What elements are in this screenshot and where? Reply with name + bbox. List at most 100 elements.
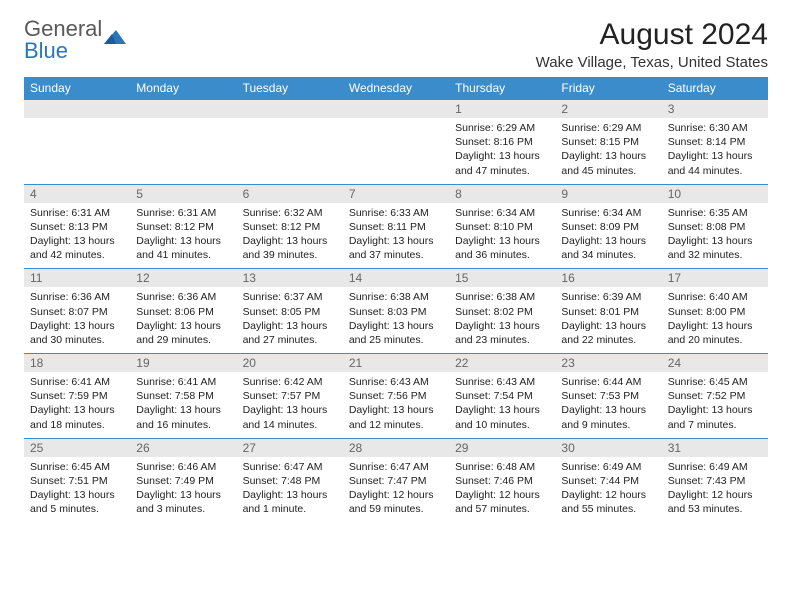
calendar-day-cell [237,100,343,185]
calendar-table: SundayMondayTuesdayWednesdayThursdayFrid… [24,77,768,522]
calendar-week-row: 25Sunrise: 6:45 AMSunset: 7:51 PMDayligh… [24,438,768,522]
day-number: 13 [237,269,343,287]
calendar-day-cell: 10Sunrise: 6:35 AMSunset: 8:08 PMDayligh… [662,184,768,269]
day-data: Sunrise: 6:32 AMSunset: 8:12 PMDaylight:… [237,203,343,269]
day-data: Sunrise: 6:47 AMSunset: 7:48 PMDaylight:… [237,457,343,523]
day-data: Sunrise: 6:31 AMSunset: 8:13 PMDaylight:… [24,203,130,269]
day-data: Sunrise: 6:38 AMSunset: 8:03 PMDaylight:… [343,287,449,353]
day-data: Sunrise: 6:40 AMSunset: 8:00 PMDaylight:… [662,287,768,353]
calendar-week-row: 18Sunrise: 6:41 AMSunset: 7:59 PMDayligh… [24,354,768,439]
day-data: Sunrise: 6:48 AMSunset: 7:46 PMDaylight:… [449,457,555,523]
calendar-day-cell: 19Sunrise: 6:41 AMSunset: 7:58 PMDayligh… [130,354,236,439]
calendar-day-cell: 17Sunrise: 6:40 AMSunset: 8:00 PMDayligh… [662,269,768,354]
day-number: 10 [662,185,768,203]
day-data: Sunrise: 6:46 AMSunset: 7:49 PMDaylight:… [130,457,236,523]
weekday-header: Sunday [24,77,130,100]
calendar-day-cell: 18Sunrise: 6:41 AMSunset: 7:59 PMDayligh… [24,354,130,439]
calendar-day-cell: 20Sunrise: 6:42 AMSunset: 7:57 PMDayligh… [237,354,343,439]
calendar-day-cell: 3Sunrise: 6:30 AMSunset: 8:14 PMDaylight… [662,100,768,185]
calendar-day-cell: 9Sunrise: 6:34 AMSunset: 8:09 PMDaylight… [555,184,661,269]
day-data-empty [237,118,343,174]
day-number: 27 [237,439,343,457]
calendar-day-cell: 11Sunrise: 6:36 AMSunset: 8:07 PMDayligh… [24,269,130,354]
month-title: August 2024 [536,18,768,52]
day-number: 21 [343,354,449,372]
day-number: 5 [130,185,236,203]
logo-text-general: General [24,18,102,40]
location-text: Wake Village, Texas, United States [536,54,768,71]
day-data: Sunrise: 6:44 AMSunset: 7:53 PMDaylight:… [555,372,661,438]
calendar-day-cell: 23Sunrise: 6:44 AMSunset: 7:53 PMDayligh… [555,354,661,439]
weekday-header: Wednesday [343,77,449,100]
day-number: 31 [662,439,768,457]
weekday-header: Thursday [449,77,555,100]
calendar-week-row: 11Sunrise: 6:36 AMSunset: 8:07 PMDayligh… [24,269,768,354]
day-number: 28 [343,439,449,457]
calendar-day-cell: 13Sunrise: 6:37 AMSunset: 8:05 PMDayligh… [237,269,343,354]
day-number: 20 [237,354,343,372]
day-number-empty [130,100,236,118]
calendar-day-cell: 1Sunrise: 6:29 AMSunset: 8:16 PMDaylight… [449,100,555,185]
day-number: 25 [24,439,130,457]
weekday-header: Friday [555,77,661,100]
day-number: 1 [449,100,555,118]
day-number: 4 [24,185,130,203]
day-data: Sunrise: 6:42 AMSunset: 7:57 PMDaylight:… [237,372,343,438]
calendar-day-cell: 25Sunrise: 6:45 AMSunset: 7:51 PMDayligh… [24,438,130,522]
day-number: 16 [555,269,661,287]
day-data-empty [24,118,130,174]
calendar-day-cell [24,100,130,185]
day-number-empty [24,100,130,118]
day-number: 30 [555,439,661,457]
logo: GeneralBlue [24,18,126,62]
day-number: 29 [449,439,555,457]
logo-text-blue: Blue [24,40,126,62]
day-number: 9 [555,185,661,203]
weekday-header: Tuesday [237,77,343,100]
day-number: 26 [130,439,236,457]
day-data: Sunrise: 6:31 AMSunset: 8:12 PMDaylight:… [130,203,236,269]
day-data-empty [130,118,236,174]
day-data: Sunrise: 6:41 AMSunset: 7:58 PMDaylight:… [130,372,236,438]
weekday-header-row: SundayMondayTuesdayWednesdayThursdayFrid… [24,77,768,100]
calendar-day-cell: 31Sunrise: 6:49 AMSunset: 7:43 PMDayligh… [662,438,768,522]
calendar-week-row: 4Sunrise: 6:31 AMSunset: 8:13 PMDaylight… [24,184,768,269]
title-block: August 2024 Wake Village, Texas, United … [536,18,768,71]
weekday-header: Saturday [662,77,768,100]
day-number: 8 [449,185,555,203]
day-number: 24 [662,354,768,372]
day-data: Sunrise: 6:36 AMSunset: 8:06 PMDaylight:… [130,287,236,353]
day-number: 22 [449,354,555,372]
day-data: Sunrise: 6:39 AMSunset: 8:01 PMDaylight:… [555,287,661,353]
calendar-day-cell: 7Sunrise: 6:33 AMSunset: 8:11 PMDaylight… [343,184,449,269]
calendar-day-cell: 29Sunrise: 6:48 AMSunset: 7:46 PMDayligh… [449,438,555,522]
day-number: 23 [555,354,661,372]
calendar-day-cell: 4Sunrise: 6:31 AMSunset: 8:13 PMDaylight… [24,184,130,269]
day-number: 14 [343,269,449,287]
calendar-day-cell: 6Sunrise: 6:32 AMSunset: 8:12 PMDaylight… [237,184,343,269]
calendar-day-cell: 24Sunrise: 6:45 AMSunset: 7:52 PMDayligh… [662,354,768,439]
day-data: Sunrise: 6:37 AMSunset: 8:05 PMDaylight:… [237,287,343,353]
day-number: 11 [24,269,130,287]
day-data: Sunrise: 6:29 AMSunset: 8:15 PMDaylight:… [555,118,661,184]
day-data: Sunrise: 6:36 AMSunset: 8:07 PMDaylight:… [24,287,130,353]
day-number: 7 [343,185,449,203]
calendar-day-cell: 5Sunrise: 6:31 AMSunset: 8:12 PMDaylight… [130,184,236,269]
day-data: Sunrise: 6:47 AMSunset: 7:47 PMDaylight:… [343,457,449,523]
day-data: Sunrise: 6:34 AMSunset: 8:09 PMDaylight:… [555,203,661,269]
day-data: Sunrise: 6:30 AMSunset: 8:14 PMDaylight:… [662,118,768,184]
calendar-day-cell [343,100,449,185]
day-number: 2 [555,100,661,118]
day-number-empty [343,100,449,118]
logo-triangle-icon [104,26,126,40]
calendar-day-cell: 21Sunrise: 6:43 AMSunset: 7:56 PMDayligh… [343,354,449,439]
calendar-day-cell [130,100,236,185]
day-data-empty [343,118,449,174]
day-number: 6 [237,185,343,203]
calendar-day-cell: 2Sunrise: 6:29 AMSunset: 8:15 PMDaylight… [555,100,661,185]
calendar-day-cell: 8Sunrise: 6:34 AMSunset: 8:10 PMDaylight… [449,184,555,269]
day-data: Sunrise: 6:43 AMSunset: 7:54 PMDaylight:… [449,372,555,438]
day-data: Sunrise: 6:29 AMSunset: 8:16 PMDaylight:… [449,118,555,184]
calendar-day-cell: 26Sunrise: 6:46 AMSunset: 7:49 PMDayligh… [130,438,236,522]
calendar-day-cell: 16Sunrise: 6:39 AMSunset: 8:01 PMDayligh… [555,269,661,354]
